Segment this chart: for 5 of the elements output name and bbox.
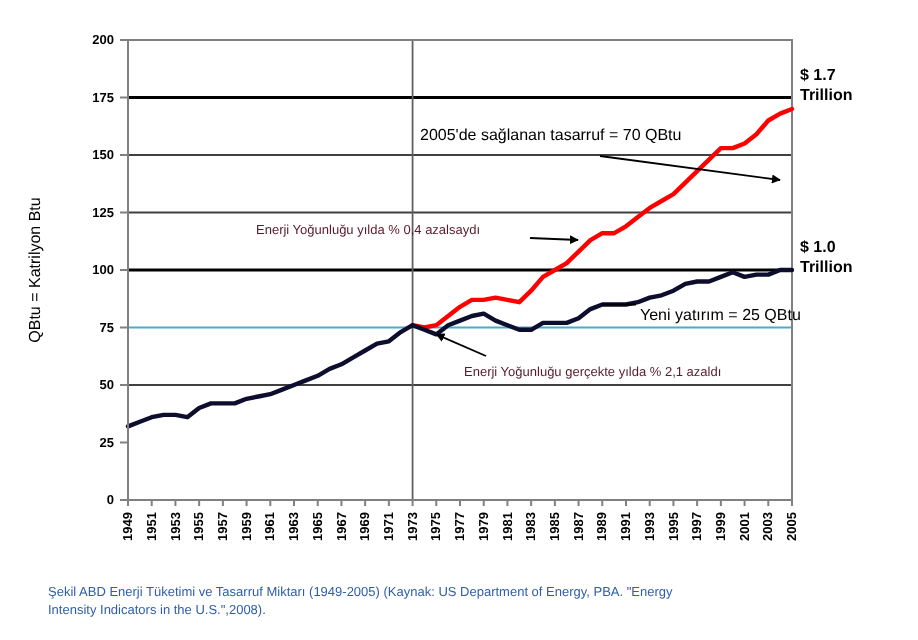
ref-line-label: $ 1.0 Trillion	[800, 238, 853, 276]
annotation: 2005'de sağlanan tasarruf = 70 QBtu	[420, 126, 682, 144]
y-axis-title: QBtu = Katrilyon Btu	[26, 197, 44, 343]
ref-line-label: $ 1.7 Trillion	[800, 65, 853, 104]
annotation: Yeni yatırım = 25 QBtu	[640, 306, 801, 324]
